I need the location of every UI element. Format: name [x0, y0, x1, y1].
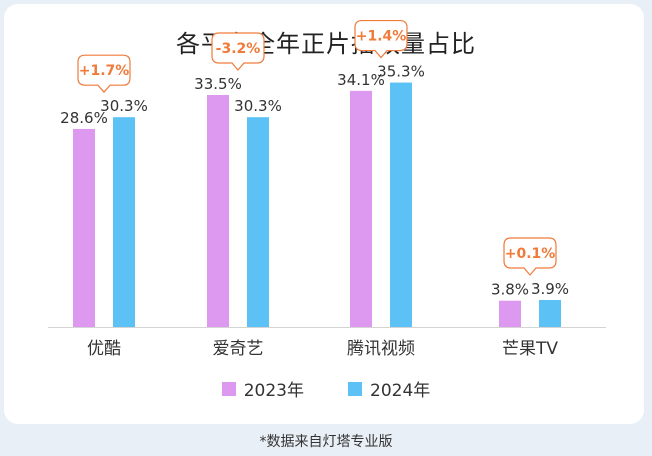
callout-bubble-0	[77, 54, 131, 94]
change-callout-0: +1.7%	[77, 54, 131, 94]
bar-2024-3	[539, 299, 561, 327]
x-tick-label-3: 芒果TV	[502, 339, 558, 359]
bar-2023-2	[350, 90, 372, 327]
data-label-2023-3: 3.8%	[491, 281, 529, 299]
change-callout-1: -3.2%	[211, 32, 265, 71]
callout-text-0: +1.7%	[79, 63, 130, 79]
change-callout-3: +0.1%	[503, 237, 557, 276]
legend-label-2023: 2023年	[243, 381, 304, 401]
bar-2023-0	[73, 128, 95, 327]
callout-text-3: +0.1%	[505, 246, 556, 262]
bar-2024-2	[390, 82, 412, 327]
legend-item-2024: 2024年	[348, 376, 430, 401]
data-label-2024-3: 3.9%	[531, 280, 569, 298]
x-tick-label-2: 腾讯视频	[347, 339, 415, 359]
legend-item-2023: 2023年	[221, 376, 304, 401]
bar-2024-1	[247, 117, 269, 327]
data-label-2023-0: 28.6%	[60, 109, 108, 127]
callout-text-2: +1.4%	[356, 29, 407, 45]
bar-2023-3	[499, 300, 521, 327]
x-tick-label-0: 优酷	[87, 339, 121, 359]
callout-text-1: -3.2%	[216, 41, 261, 57]
footnote: *数据来自灯塔专业版	[259, 434, 393, 450]
legend-label-2024: 2024年	[370, 381, 431, 401]
data-label-2024-0: 30.3%	[100, 97, 148, 115]
callout-bubble-2	[354, 19, 408, 59]
legend-swatch-2023	[221, 381, 236, 396]
data-label-2023-2: 34.1%	[337, 71, 385, 89]
data-label-2023-1: 33.5%	[194, 75, 242, 93]
callout-bubble-1	[211, 32, 265, 71]
bar-2023-1	[207, 95, 229, 327]
bar-2024-0	[113, 117, 135, 327]
callout-bubble-3	[503, 237, 557, 276]
change-callout-2: +1.4%	[354, 19, 408, 59]
legend-swatch-2024	[348, 381, 362, 396]
data-label-2024-2: 35.3%	[377, 63, 425, 81]
x-tick-label-1: 爱奇艺	[213, 339, 264, 359]
legend: 2023年 2024年	[0, 376, 652, 401]
data-label-2024-1: 30.3%	[234, 97, 282, 115]
